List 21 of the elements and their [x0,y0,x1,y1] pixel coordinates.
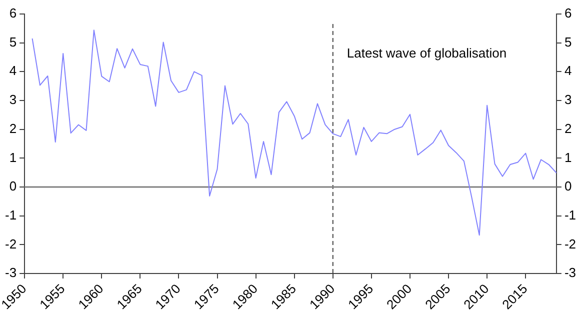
y2-tick-label: -2 [564,236,576,252]
y2-tick-label: 1 [564,150,572,165]
y-tick-label: 4 [9,63,17,78]
y-tick-label: 3 [9,92,17,108]
y2-tick-label: -3 [564,265,576,280]
y-tick-label: 0 [9,178,17,194]
y2-tick-label: 0 [564,178,572,194]
ref-line-label: Latest wave of globalisation [346,46,507,61]
y2-tick-label: 2 [564,120,572,136]
y2-tick-label: 6 [564,6,572,21]
y-tick-label: 5 [9,34,17,50]
y-tick-label: 1 [9,150,17,165]
y-tick-label: 6 [9,6,17,21]
y-tick-label: -3 [4,265,17,280]
y-tick-label: -1 [4,207,17,222]
y-tick-label: 2 [9,120,17,136]
y-tick-label: -2 [4,236,17,252]
y2-tick-label: 3 [564,92,572,108]
y2-tick-label: -1 [564,207,576,222]
y2-tick-label: 5 [564,34,572,50]
y2-tick-label: 4 [564,63,572,78]
